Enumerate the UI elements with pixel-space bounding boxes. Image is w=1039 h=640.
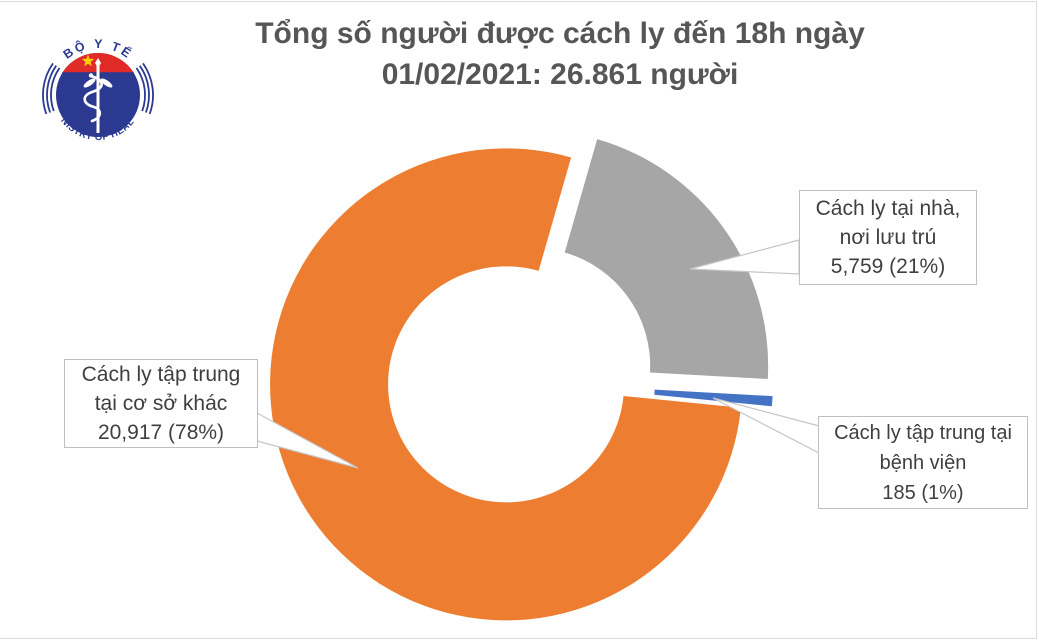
label-hospital-value: 185 (1%) [882,481,964,504]
page-title: Tổng số người được cách ly đến 18h ngày … [110,13,1010,95]
label-other-line2: tại cơ sở khác [94,392,228,415]
emblem-star-icon [81,54,95,67]
label-other-line1: Cách ly tập trung [81,363,241,386]
label-box-other-facility-quarantine: Cách ly tập trung tại cơ sở khác 20,917 … [64,359,258,448]
label-other-value: 20,917 (78%) [97,421,225,444]
title-line-2: 01/02/2021: 26.861 người [381,58,739,91]
ministry-of-health-logo: BỘ Y TẾ MINISTRY OF HEALTH [42,38,154,143]
label-home-line1: Cách ly tại nhà, [815,197,961,220]
label-box-hospital-quarantine: Cách ly tập trung tại bệnh viện 185 (1%) [818,416,1028,509]
label-hospital-line1: Cách ly tập trung tại [834,421,1012,444]
emblem-side-arcs [42,62,154,115]
title-line-1: Tổng số người được cách ly đến 18h ngày [255,17,865,50]
asclepius-staff-icon [83,58,113,133]
label-home-value: 5,759 (21%) [830,255,946,278]
label-home-line2: nơi lưu trú [839,226,937,249]
label-hospital-line2: bệnh viện [879,451,967,474]
slice-other [270,148,741,621]
slice-home [564,139,769,379]
label-box-home-quarantine: Cách ly tại nhà, nơi lưu trú 5,759 (21%) [799,190,977,285]
